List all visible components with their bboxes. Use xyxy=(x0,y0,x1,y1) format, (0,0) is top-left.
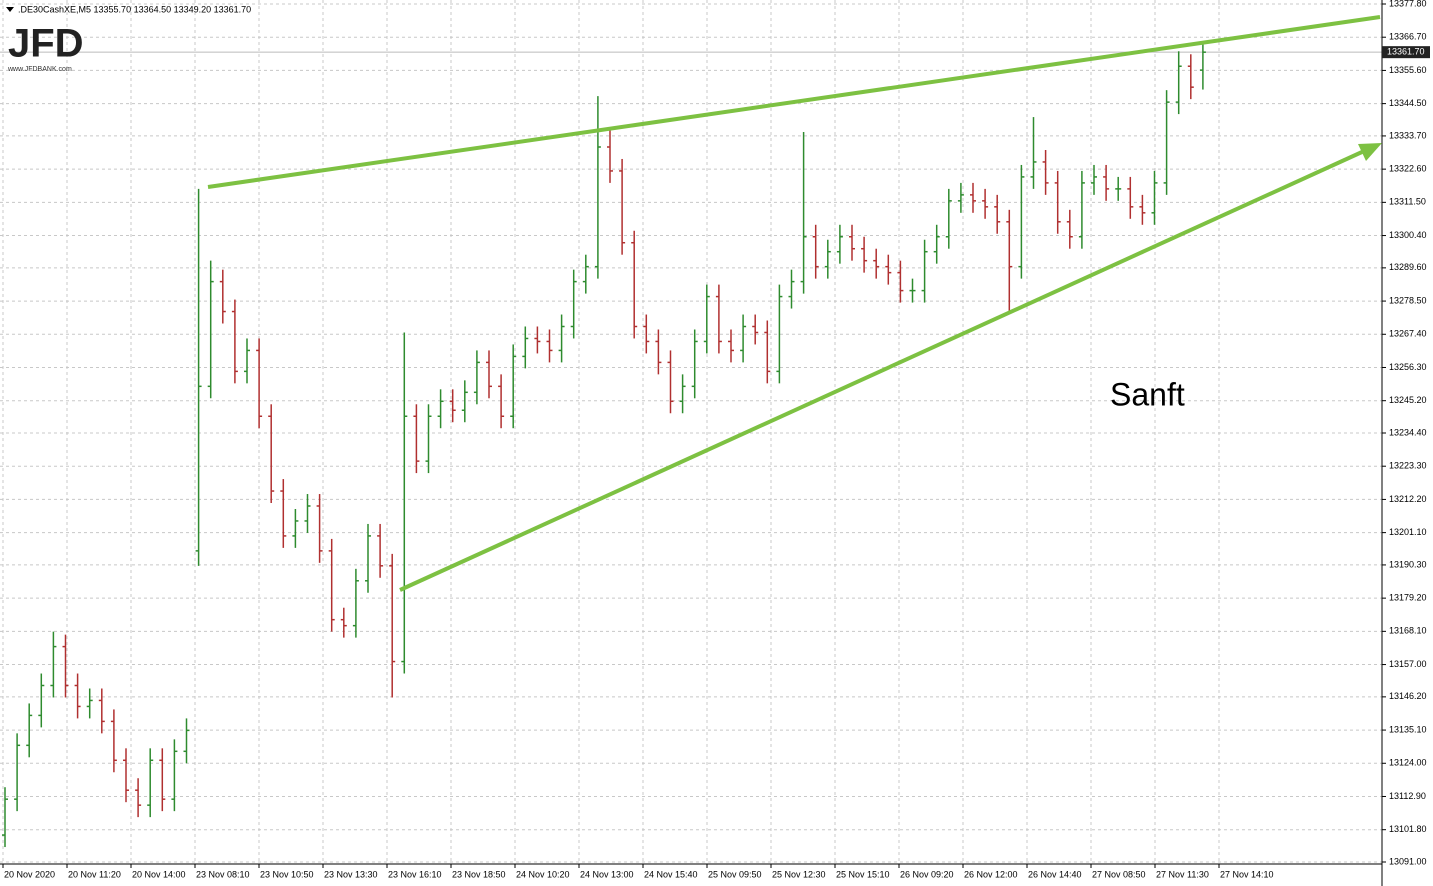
y-tick-label: 13179.20 xyxy=(1389,593,1427,603)
y-tick-label: 13344.50 xyxy=(1389,98,1427,108)
y-tick-label: 13333.70 xyxy=(1389,130,1427,140)
y-tick-label: 13366.70 xyxy=(1389,32,1427,42)
x-tick-label: 27 Nov 14:10 xyxy=(1220,869,1274,879)
y-tick-label: 13190.30 xyxy=(1389,559,1427,569)
x-tick-label: 20 Nov 14:00 xyxy=(132,869,186,879)
x-tick-label: 25 Nov 09:50 xyxy=(708,869,762,879)
y-tick-label: 13091.00 xyxy=(1389,856,1427,866)
y-tick-label: 13124.00 xyxy=(1389,758,1427,768)
x-tick-label: 23 Nov 18:50 xyxy=(452,869,506,879)
y-tick-label: 13300.40 xyxy=(1389,230,1427,240)
y-tick-label: 13101.80 xyxy=(1389,824,1427,834)
y-tick-label: 13168.10 xyxy=(1389,626,1427,636)
bar-layer xyxy=(2,43,1206,848)
last-price-box xyxy=(1382,46,1430,59)
x-tick-label: 27 Nov 08:50 xyxy=(1092,869,1146,879)
arrow-head xyxy=(1358,143,1382,161)
y-tick-label: 13135.10 xyxy=(1389,724,1427,734)
y-tick-label: 13311.50 xyxy=(1389,197,1426,207)
lower-trend-line xyxy=(399,150,1363,592)
x-tick-label: 24 Nov 13:00 xyxy=(580,869,634,879)
x-tick-label: 23 Nov 13:30 xyxy=(324,869,378,879)
x-tick-label: 23 Nov 16:10 xyxy=(388,869,442,879)
y-tick-label: 13377.80 xyxy=(1389,0,1427,8)
x-tick-label: 24 Nov 10:20 xyxy=(516,869,570,879)
y-tick-label: 13223.30 xyxy=(1389,461,1427,471)
x-tick-label: 23 Nov 08:10 xyxy=(196,869,250,879)
x-tick-label: 20 Nov 11:20 xyxy=(68,869,121,879)
y-tick-label: 13201.10 xyxy=(1389,527,1427,537)
x-tick-label: 26 Nov 12:00 xyxy=(964,869,1018,879)
y-tick-label: 13245.20 xyxy=(1389,395,1427,405)
y-tick-label: 13355.60 xyxy=(1389,65,1427,75)
x-tick-label: 24 Nov 15:40 xyxy=(644,869,698,879)
y-tick-label: 13289.60 xyxy=(1389,262,1427,272)
y-tick-label: 13157.00 xyxy=(1389,659,1427,669)
menu-triangle xyxy=(6,7,14,12)
y-tick-label: 13146.20 xyxy=(1389,691,1427,701)
x-tick-label: 27 Nov 11:30 xyxy=(1156,869,1209,879)
y-tick-label: 13212.20 xyxy=(1389,494,1427,504)
annotation: Sanft xyxy=(1110,376,1185,412)
x-tick-label: 23 Nov 10:50 xyxy=(260,869,314,879)
y-tick-label: 13112.90 xyxy=(1389,791,1426,801)
logo-url: www.JFDBANK.com xyxy=(7,66,72,73)
upper-trend-line xyxy=(207,15,1381,189)
x-tick-label: 20 Nov 2020 xyxy=(4,869,55,879)
last-price-label: 13361.70 xyxy=(1387,47,1425,57)
x-tick-label: 26 Nov 14:40 xyxy=(1028,869,1082,879)
y-tick-label: 13256.30 xyxy=(1389,362,1427,372)
y-tick-label: 13322.60 xyxy=(1389,164,1427,174)
y-tick-label: 13278.50 xyxy=(1389,295,1427,305)
y-tick-label: 13234.40 xyxy=(1389,427,1427,437)
x-tick-label: 25 Nov 15:10 xyxy=(836,869,890,879)
chart-header: .DE30CashXE,M5 13355.70 13364.50 13349.2… xyxy=(18,4,251,14)
grid-layer xyxy=(0,0,1382,864)
x-tick-label: 26 Nov 09:20 xyxy=(900,869,954,879)
y-tick-label: 13267.40 xyxy=(1389,329,1427,339)
x-tick-label: 25 Nov 12:30 xyxy=(772,869,826,879)
logo: JFD xyxy=(8,22,84,66)
